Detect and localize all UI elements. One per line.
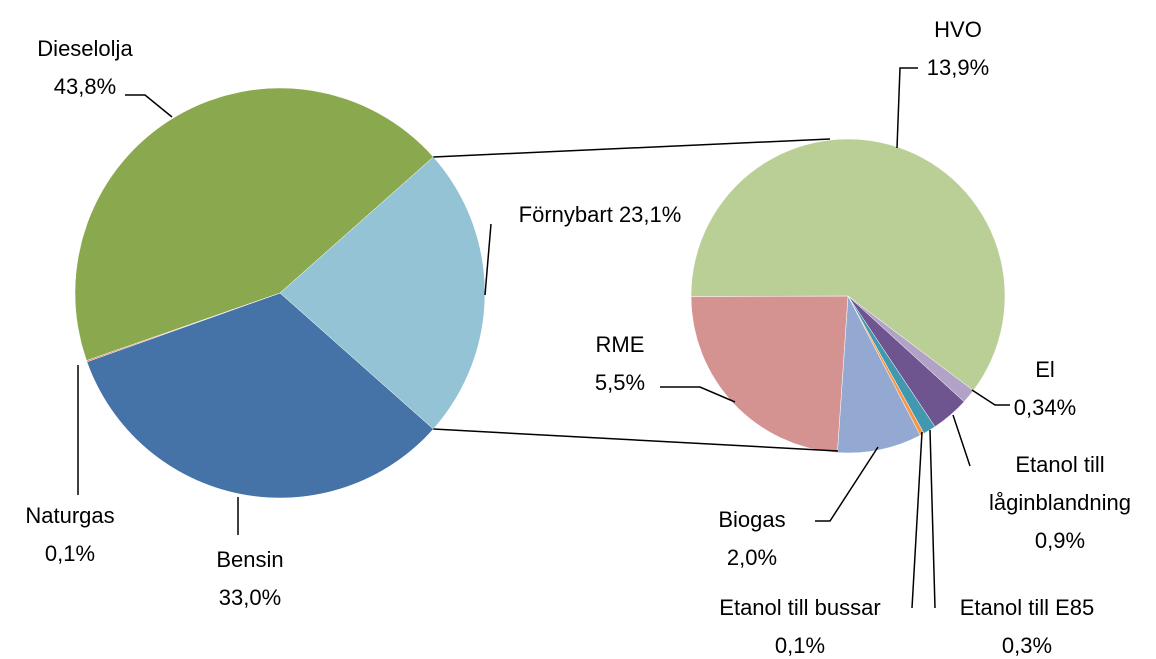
data-label: HVO 13,9% bbox=[908, 11, 1008, 87]
pie-slice bbox=[74, 87, 434, 361]
label-value: 5,5% bbox=[594, 370, 646, 395]
label-name: Förnybart bbox=[518, 202, 613, 227]
connector-line bbox=[433, 428, 839, 452]
data-label: RME 5,5% bbox=[575, 326, 665, 402]
leader-line bbox=[911, 431, 923, 609]
label-name: Dieselolja bbox=[37, 36, 133, 61]
data-label: Biogas 2,0% bbox=[702, 501, 802, 577]
data-label: Bensin 33,0% bbox=[190, 541, 310, 617]
label-name: Biogas bbox=[718, 507, 786, 532]
data-label: Förnybart 23,1% bbox=[490, 196, 710, 234]
label-name: El bbox=[1035, 357, 1055, 382]
label-name: Naturgas bbox=[25, 503, 115, 528]
label-name: Etanol till låginblandning bbox=[989, 452, 1131, 515]
leader-line bbox=[815, 446, 879, 522]
connector-line bbox=[433, 138, 831, 158]
data-label: Etanol till E85 0,3% bbox=[937, 589, 1117, 659]
data-label: Dieselolja 43,8% bbox=[5, 30, 165, 106]
pie-slice bbox=[837, 295, 921, 454]
label-name: RME bbox=[595, 332, 645, 357]
label-value: 43,8% bbox=[53, 74, 117, 99]
leader-line bbox=[929, 429, 936, 609]
leader-line bbox=[660, 386, 736, 403]
data-label: Etanol till bussar 0,1% bbox=[685, 589, 915, 659]
pie-slice bbox=[690, 295, 849, 453]
label-value: 33,0% bbox=[218, 585, 282, 610]
leader-line bbox=[125, 94, 173, 118]
label-name: HVO bbox=[934, 17, 982, 42]
leader-line bbox=[484, 223, 492, 296]
leader-line bbox=[952, 414, 971, 467]
label-value: 0,34% bbox=[1013, 395, 1077, 420]
leader-line bbox=[971, 389, 1010, 406]
label-name: Bensin bbox=[216, 547, 284, 572]
label-value: 0,1% bbox=[44, 541, 96, 566]
data-label: El 0,34% bbox=[1005, 351, 1085, 427]
label-value: 2,0% bbox=[726, 545, 778, 570]
data-label: Naturgas 0,1% bbox=[0, 497, 140, 573]
label-value: 0,9% bbox=[1034, 528, 1086, 553]
label-value: 13,9% bbox=[926, 55, 990, 80]
label-value: 23,1% bbox=[618, 202, 682, 227]
label-name: Etanol till E85 bbox=[959, 595, 1095, 620]
label-value: 0,3% bbox=[1001, 633, 1053, 658]
leader-line bbox=[896, 67, 918, 149]
data-label: Etanol till låginblandning 0,9% bbox=[975, 446, 1145, 560]
label-name: Etanol till bussar bbox=[719, 595, 881, 620]
label-value: 0,1% bbox=[774, 633, 826, 658]
pie-slice bbox=[86, 292, 434, 499]
